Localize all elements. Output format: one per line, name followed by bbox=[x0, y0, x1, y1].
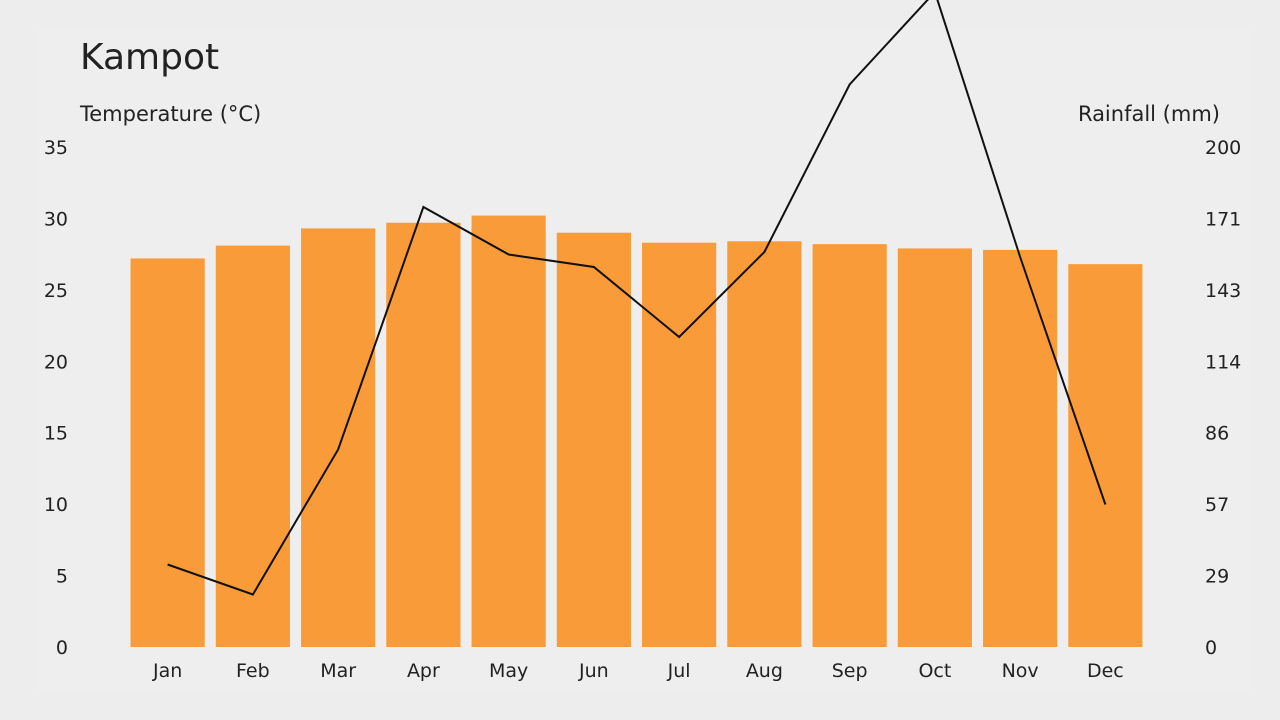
right-axis-ticks: 0 29 57 86 114 143 171 200 bbox=[1205, 137, 1241, 659]
temperature-bar-oct bbox=[897, 248, 972, 647]
x-tick-label: May bbox=[489, 660, 528, 682]
right-tick-label: 29 bbox=[1205, 566, 1229, 588]
right-tick-label: 114 bbox=[1205, 351, 1241, 373]
temperature-bar-aug bbox=[727, 241, 802, 648]
temperature-bars bbox=[130, 215, 1143, 648]
right-tick-label: 171 bbox=[1205, 208, 1241, 230]
x-axis-ticks: Jan Feb Mar Apr May Jun Jul Aug Sep Oct Nov Dec bbox=[152, 660, 1124, 682]
right-tick-label: 143 bbox=[1205, 280, 1241, 302]
temperature-bar-mar bbox=[301, 228, 376, 647]
rainfall-line bbox=[167, 0, 1107, 596]
rainfall-line-layer bbox=[167, 0, 1107, 596]
temperature-bar-sep bbox=[812, 244, 887, 647]
x-tick-label: Jul bbox=[667, 660, 691, 682]
x-tick-label: Nov bbox=[1002, 660, 1039, 682]
x-tick-label: Apr bbox=[407, 660, 440, 682]
x-tick-label: Jan bbox=[152, 660, 182, 682]
x-tick-label: Oct bbox=[918, 660, 951, 682]
right-tick-label: 57 bbox=[1205, 494, 1229, 516]
x-tick-label: Feb bbox=[236, 660, 270, 682]
left-tick-label: 0 bbox=[56, 637, 68, 659]
x-tick-label: Sep bbox=[832, 660, 868, 682]
temperature-bar-apr bbox=[386, 222, 461, 647]
left-tick-label: 5 bbox=[56, 566, 68, 588]
temperature-bar-nov bbox=[983, 249, 1058, 648]
right-tick-label: 200 bbox=[1205, 137, 1241, 159]
temperature-bar-feb bbox=[215, 245, 290, 647]
temperature-bar-dec bbox=[1068, 264, 1143, 647]
chart-title: Kampot bbox=[80, 37, 220, 78]
x-tick-label: Mar bbox=[320, 660, 356, 682]
x-tick-label: Dec bbox=[1087, 660, 1124, 682]
left-axis-ticks: 0 5 10 15 20 25 30 35 bbox=[44, 137, 68, 659]
temperature-bar-jan bbox=[130, 258, 205, 647]
x-tick-label: Jun bbox=[578, 660, 609, 682]
right-tick-label: 86 bbox=[1205, 423, 1229, 445]
left-tick-label: 25 bbox=[44, 280, 68, 302]
left-tick-label: 30 bbox=[44, 208, 68, 230]
x-tick-label: Aug bbox=[746, 660, 783, 682]
temperature-bar-may bbox=[471, 215, 546, 647]
temperature-bar-jul bbox=[642, 242, 717, 647]
left-tick-label: 15 bbox=[44, 423, 68, 445]
left-tick-label: 20 bbox=[44, 351, 68, 373]
left-axis-title: Temperature (°C) bbox=[80, 102, 262, 126]
left-tick-label: 10 bbox=[44, 494, 68, 516]
temperature-bar-jun bbox=[556, 232, 631, 647]
left-tick-label: 35 bbox=[44, 137, 68, 159]
right-axis-title: Rainfall (mm) bbox=[1077, 102, 1220, 126]
right-tick-label: 0 bbox=[1205, 637, 1217, 659]
